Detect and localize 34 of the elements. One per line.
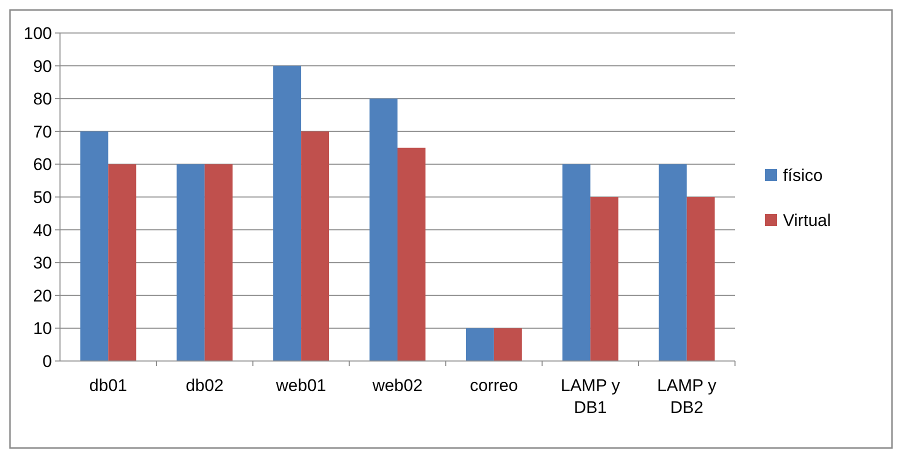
bar (370, 98, 398, 361)
y-tick-label: 70 (33, 122, 52, 142)
x-tick-label: db02 (186, 376, 224, 395)
bar (204, 164, 233, 361)
y-tick-label: 30 (33, 254, 52, 273)
bar (686, 197, 715, 361)
x-tick-label: correo (470, 376, 518, 395)
bar (108, 164, 136, 361)
x-tick-label: web01 (275, 376, 326, 395)
bar (466, 328, 494, 361)
y-tick-label: 40 (33, 220, 52, 240)
y-tick-label: 80 (33, 90, 52, 109)
legend-label: físico (783, 166, 823, 185)
y-tick-label: 0 (42, 352, 52, 371)
y-tick-label: 100 (24, 24, 52, 43)
bar (494, 328, 522, 361)
bar (176, 164, 205, 361)
legend-label: Virtual (783, 210, 831, 230)
x-tick-label: LAMP y DB2 (657, 376, 717, 418)
bar (590, 197, 618, 361)
y-tick-label: 90 (33, 56, 52, 76)
x-tick-label: LAMP y DB1 (560, 376, 620, 418)
y-tick-label: 20 (33, 286, 52, 306)
x-tick-label: db01 (89, 376, 128, 395)
bar (562, 164, 590, 361)
bar (80, 131, 108, 361)
bar (273, 66, 302, 361)
bar (301, 131, 330, 361)
bar (658, 164, 687, 361)
x-tick-label: web02 (371, 376, 423, 395)
y-tick-label: 10 (33, 319, 52, 338)
y-tick-label: 50 (33, 188, 52, 207)
bar (398, 148, 426, 361)
y-tick-label: 60 (33, 155, 52, 174)
